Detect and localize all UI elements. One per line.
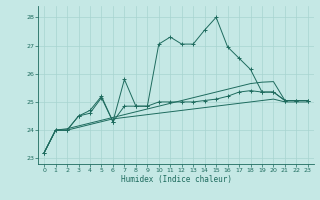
X-axis label: Humidex (Indice chaleur): Humidex (Indice chaleur) [121, 175, 231, 184]
